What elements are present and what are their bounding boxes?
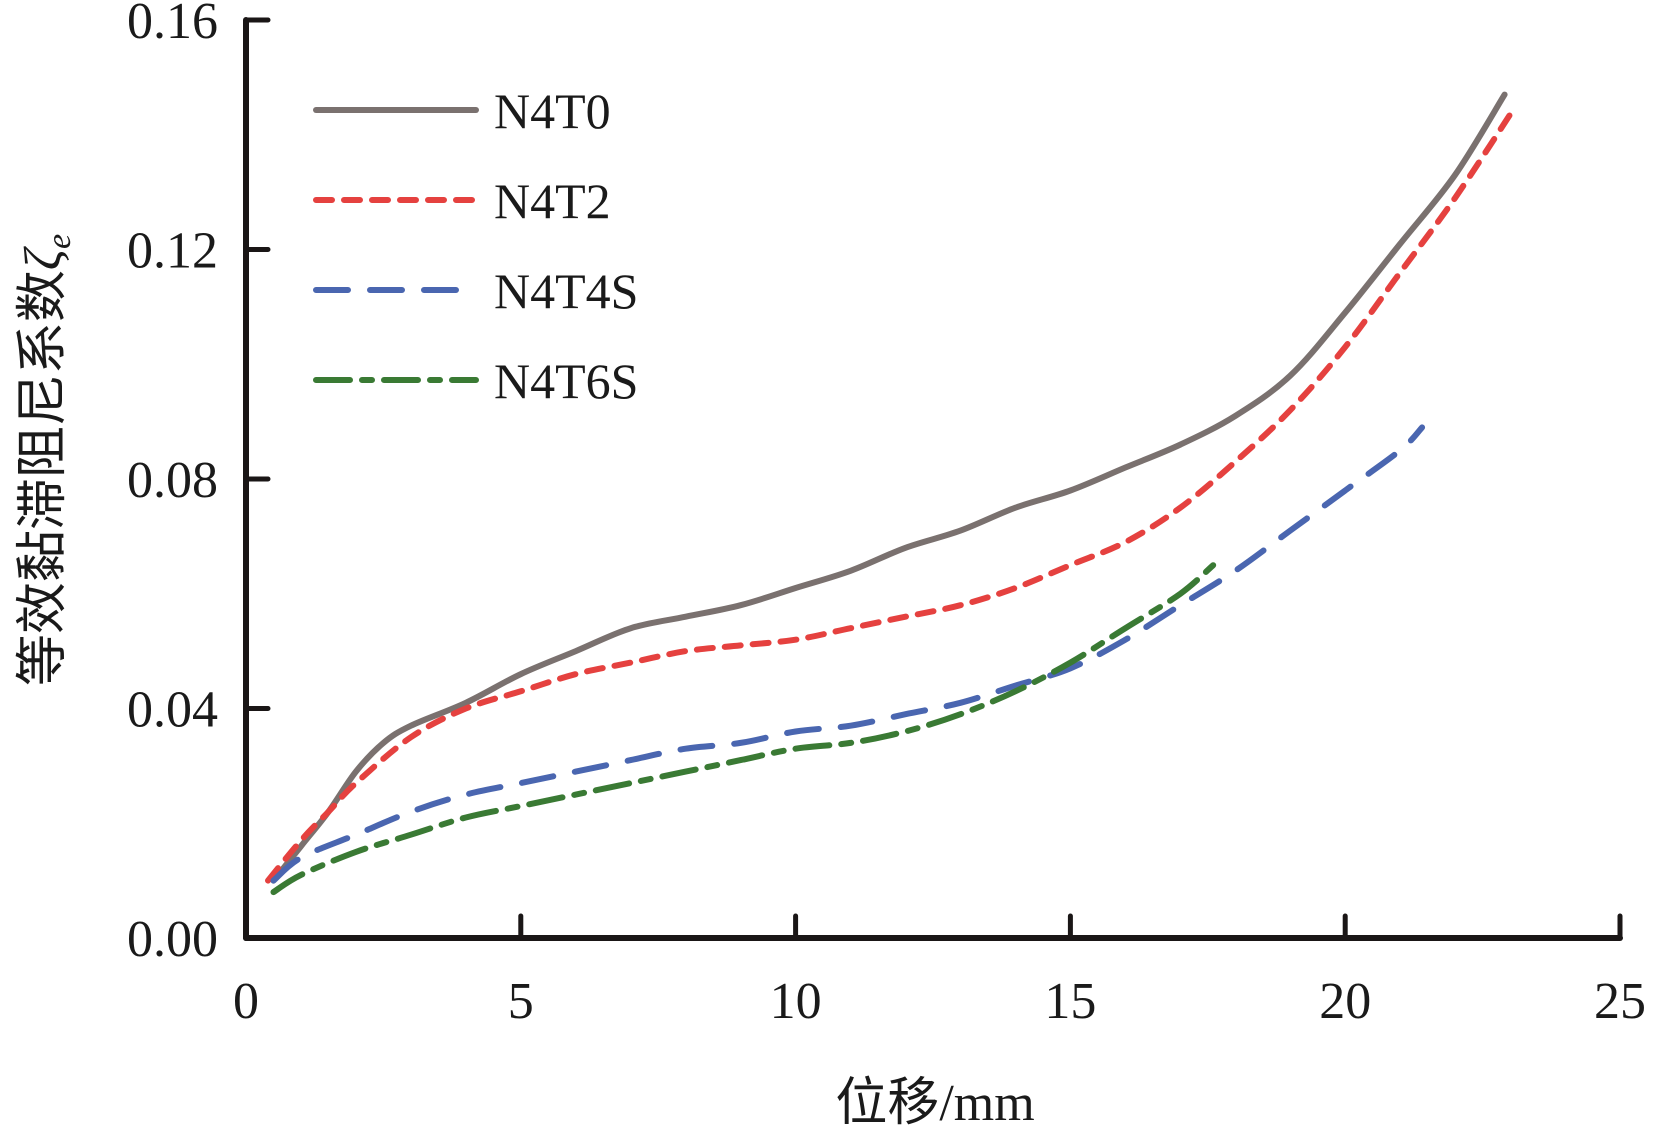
x-tick-label: 10	[770, 973, 822, 1030]
legend: N4T0 N4T2 N4T4S N4T6S	[313, 83, 638, 409]
y-axis-title-symbol: ζ	[15, 246, 72, 270]
y-tick-label: 0.04	[127, 682, 218, 739]
x-tick-label: 0	[233, 973, 259, 1030]
axis-titles: 位移/mm 等效黏滞阻尼系数ζe	[15, 234, 1035, 1130]
x-tick-label: 20	[1319, 973, 1371, 1030]
legend-label: N4T2	[494, 173, 611, 229]
legend-label: N4T0	[494, 83, 611, 139]
x-tick-label: 25	[1594, 973, 1646, 1030]
axes	[243, 17, 1623, 941]
y-axis-title-subscript: e	[41, 234, 78, 249]
legend-item-n4t0: N4T0	[313, 83, 611, 139]
legend-item-n4t4s: N4T4S	[313, 263, 638, 319]
y-tick-label: 0.16	[127, 0, 218, 50]
y-axis-title-text: 等效黏滞阻尼系数	[15, 270, 72, 686]
series-line-n4t0	[270, 91, 1508, 884]
series-line-n4t2	[265, 103, 1519, 884]
y-tick-label: 0.12	[127, 223, 218, 280]
series-line-n4t4s	[270, 424, 1426, 884]
y-tick-label: 0.00	[127, 911, 218, 968]
series-line-n4t6s	[270, 562, 1217, 896]
ticks: 0 5 10 15 20 25 0.00 0.04 0.08 0.12 0.16	[127, 0, 1646, 1030]
x-tick-label: 5	[508, 973, 534, 1030]
legend-label: N4T6S	[494, 353, 638, 409]
legend-item-n4t2: N4T2	[313, 173, 611, 229]
legend-label: N4T4S	[494, 263, 638, 319]
y-axis-title: 等效黏滞阻尼系数ζe	[15, 234, 78, 686]
x-tick-label: 15	[1044, 973, 1096, 1030]
series-layer	[265, 91, 1519, 896]
y-tick-label: 0.08	[127, 452, 218, 509]
legend-item-n4t6s: N4T6S	[313, 353, 638, 409]
x-axis-title: 位移/mm	[835, 1075, 1034, 1130]
